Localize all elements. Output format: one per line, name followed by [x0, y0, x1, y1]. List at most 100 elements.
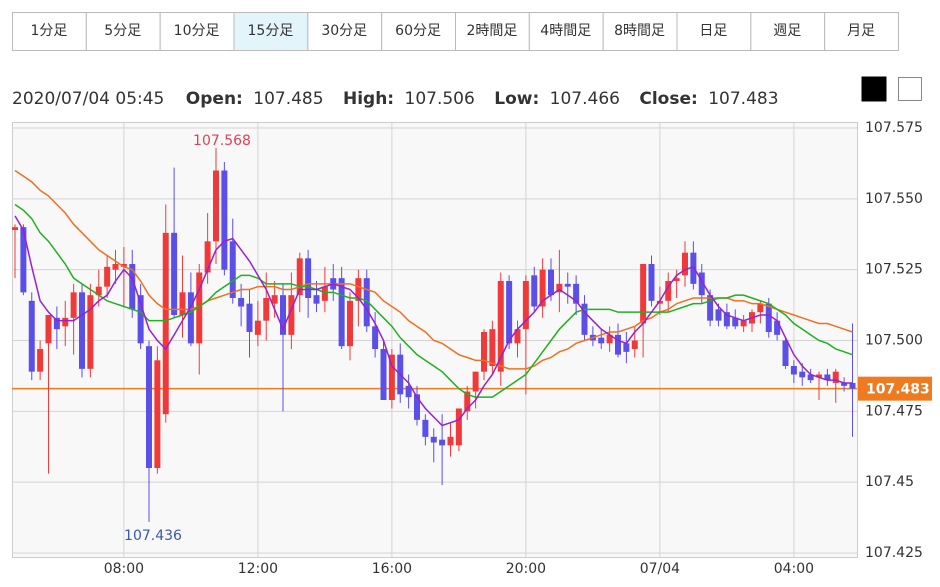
candle-body: [556, 283, 563, 293]
candle-body: [45, 315, 52, 344]
candle-body: [447, 436, 454, 446]
candle-body: [37, 349, 44, 372]
tab-label: 5分足: [104, 23, 141, 39]
candle-body: [162, 232, 169, 415]
candle-body: [631, 340, 638, 349]
candle-body: [87, 295, 94, 369]
tab[interactable]: [159, 12, 235, 51]
candle-body: [455, 408, 462, 446]
candle-body: [757, 303, 764, 313]
y-tick-label: 107.425: [865, 545, 923, 561]
candle-body: [422, 419, 429, 437]
candle-body: [656, 300, 663, 304]
candle-body: [355, 278, 362, 301]
candle-body: [824, 374, 831, 381]
light-theme-button[interactable]: [898, 77, 922, 101]
tab[interactable]: [676, 12, 752, 51]
candle-body: [782, 340, 789, 366]
candle-body: [673, 278, 680, 281]
candle-body: [807, 374, 814, 381]
tab[interactable]: [602, 12, 678, 51]
candle-body: [20, 227, 27, 293]
candle-body: [380, 349, 387, 400]
tab[interactable]: [233, 12, 309, 51]
tab[interactable]: [85, 12, 161, 51]
candle-body: [539, 269, 546, 307]
tab[interactable]: [381, 12, 456, 51]
dark-theme-button[interactable]: [861, 76, 887, 102]
candle-body: [171, 232, 178, 315]
candle-body: [774, 320, 781, 335]
candle-body: [12, 227, 18, 230]
candle-body: [841, 383, 848, 386]
tab[interactable]: [528, 12, 604, 51]
tab-label: 日足: [699, 23, 727, 39]
x-tick-label: 08:00: [104, 561, 144, 577]
tab-label: 15分足: [248, 23, 294, 39]
candle-body: [254, 320, 261, 335]
candle-body: [414, 394, 420, 420]
candle-body: [464, 391, 471, 412]
high-value: 107.506: [405, 89, 475, 109]
tab-label: 週足: [773, 23, 801, 39]
candle-body: [154, 360, 161, 468]
candle-body: [514, 329, 521, 344]
candle-body: [95, 286, 102, 296]
candle-body: [849, 383, 856, 389]
candle-body: [347, 300, 353, 347]
candle-body: [799, 371, 806, 378]
candle-body: [598, 337, 605, 344]
candle-body: [497, 281, 504, 372]
candle-body: [221, 170, 228, 270]
low-annotation: 107.436: [124, 528, 182, 544]
candle-body: [615, 334, 621, 355]
moving-average-line: [14, 215, 853, 427]
candle-body: [246, 303, 253, 332]
candle-body: [564, 283, 571, 287]
candle-body: [581, 303, 588, 335]
candle-body: [430, 436, 437, 443]
candle-body: [187, 292, 194, 344]
candle-body: [740, 320, 747, 327]
candle-body: [129, 264, 136, 310]
timeframe-tabs: 1分足 5分足 10分足 15分足 30分足 60分足 2時間足 4時間足 8時間足 日足 週足 月足: [12, 12, 900, 51]
candle-body: [573, 283, 580, 304]
candle-body: [179, 292, 186, 315]
candle-body: [229, 241, 236, 298]
candle-body: [715, 309, 722, 321]
candle-body: [146, 346, 152, 468]
candle-body: [321, 286, 328, 301]
tab-label: 8時間足: [614, 23, 665, 39]
tab[interactable]: [12, 12, 87, 51]
last-price-tag: [858, 376, 932, 401]
candle-body: [288, 295, 295, 335]
candle-body: [405, 385, 412, 398]
candle-body: [489, 329, 496, 366]
y-tick-label: 107.500: [865, 333, 923, 349]
tab-label: 60分足: [395, 23, 441, 39]
candle-body: [698, 272, 705, 296]
tab[interactable]: [750, 12, 826, 51]
plot: 107.425 107.45 107.475 107.500 107.525 107.55…: [12, 120, 932, 577]
tab[interactable]: [307, 12, 383, 51]
close-value: 107.483: [708, 89, 778, 109]
candle-body: [832, 371, 839, 383]
candle-body: [522, 281, 529, 330]
candle-body: [506, 281, 513, 344]
candle-body: [271, 295, 278, 304]
high-annotation: 107.568: [193, 133, 251, 149]
y-tick-label: 107.575: [865, 120, 923, 136]
candle-body: [623, 343, 630, 352]
candle-body: [372, 326, 379, 349]
candle-body: [816, 374, 822, 378]
tab[interactable]: [824, 12, 900, 51]
open-label: Open:: [186, 89, 243, 109]
tab-label: 月足: [847, 23, 875, 39]
candle-body: [732, 317, 739, 327]
x-tick-label: 20:00: [506, 561, 546, 577]
candle-body: [204, 241, 211, 273]
open-value: 107.485: [253, 89, 323, 109]
candle-body: [707, 295, 714, 321]
ohlc-header: 2020/07/04 05:45 Open: 107.485 High: 107…: [12, 89, 779, 109]
